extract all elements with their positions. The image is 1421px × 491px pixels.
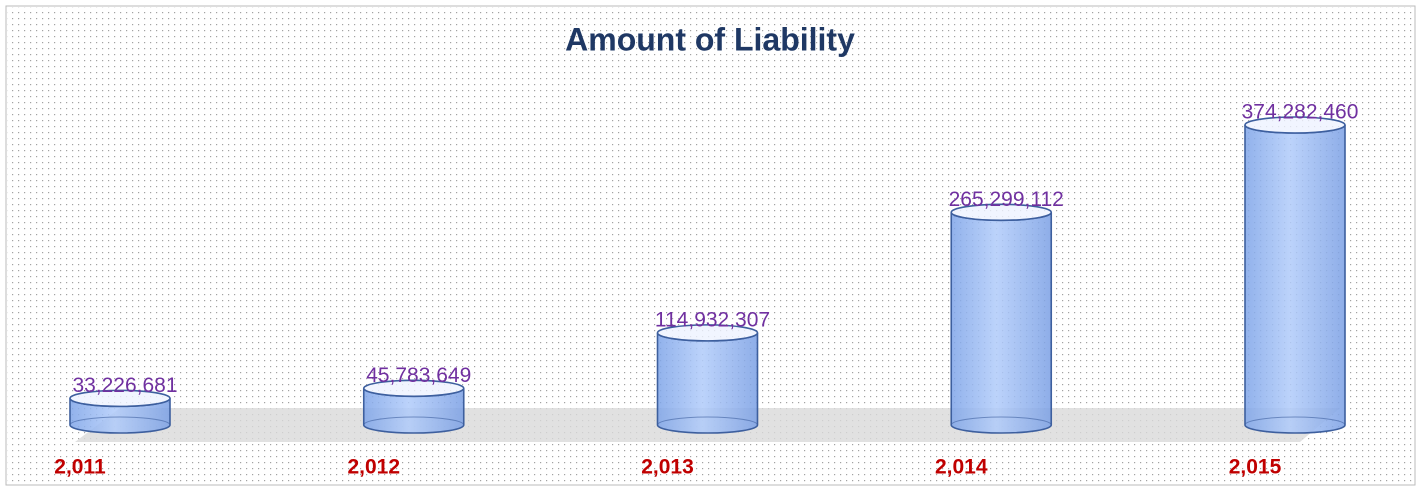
value-label: 45,783,649 xyxy=(366,364,471,387)
cylinder-top xyxy=(362,379,465,398)
cylinder-body xyxy=(656,332,759,434)
chart-title: Amount of Liability xyxy=(565,21,855,57)
cylinder-top xyxy=(950,203,1053,222)
x-tick-label: 2,014 xyxy=(935,456,988,479)
cylinder-base-back xyxy=(657,416,758,426)
cylinder-top xyxy=(656,324,759,342)
cylinder-base-back xyxy=(950,416,1052,426)
cylinder-body xyxy=(1244,124,1346,434)
cylinder-base-back xyxy=(1244,416,1346,426)
cylinder-body xyxy=(950,212,1053,434)
value-label: 265,299,112 xyxy=(949,188,1064,211)
x-tick-label: 2,011 xyxy=(54,456,106,479)
x-tick-label: 2,012 xyxy=(347,456,400,479)
cylinder-base-back xyxy=(69,416,171,426)
value-label: 33,226,681 xyxy=(72,374,177,397)
x-tick-label: 2,015 xyxy=(1229,456,1282,479)
value-label: 374,282,460 xyxy=(1242,101,1359,124)
cylinder-top xyxy=(1244,116,1346,134)
cylinder-top xyxy=(69,389,171,408)
x-tick-label: 2,013 xyxy=(641,456,694,479)
value-label: 114,932,307 xyxy=(655,308,770,331)
cylinder-base-back xyxy=(363,416,465,426)
